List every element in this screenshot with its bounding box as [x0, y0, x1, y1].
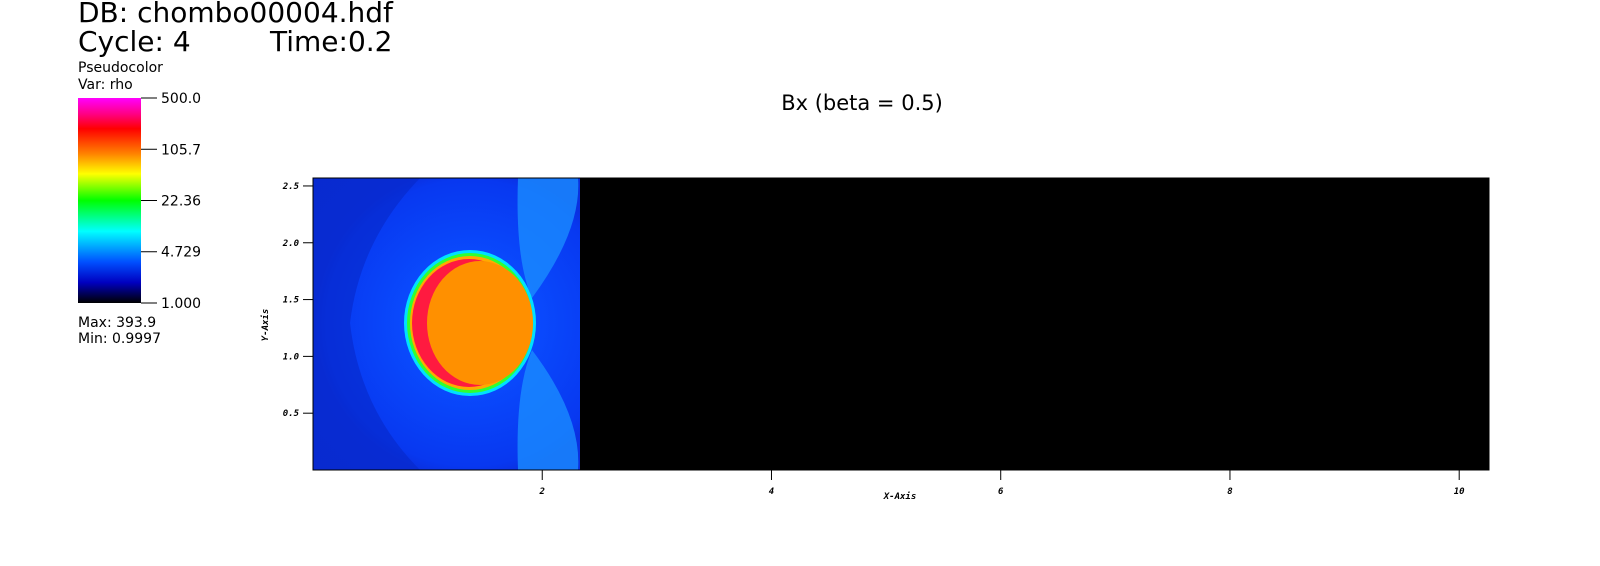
- plot-frame: [312, 177, 1490, 471]
- legend-tick-label: 1.000: [161, 296, 201, 312]
- legend-tick-label: 22.36: [161, 194, 201, 210]
- legend-tick-label: 4.729: [161, 245, 201, 261]
- plot-type: Pseudocolor: [78, 60, 163, 76]
- field-image: [313, 178, 1489, 470]
- cycle-label: Cycle: 4: [78, 25, 191, 58]
- x-tick-label: 4: [769, 487, 774, 497]
- x-axis-label: X-Axis: [883, 491, 917, 502]
- time-label: Time:0.2: [269, 25, 393, 58]
- y-tick-label: 1.0: [283, 352, 300, 362]
- max-label: Max: 393.9: [78, 315, 156, 331]
- x-tick-label: 8: [1227, 487, 1232, 497]
- x-tick-label: 6: [998, 487, 1004, 497]
- x-tick-label: 2: [539, 487, 545, 497]
- y-tick-label: 2.5: [282, 182, 300, 192]
- min-label: Min: 0.9997: [78, 331, 161, 347]
- y-tick-label: 0.5: [283, 409, 300, 419]
- y-tick-label: 2.0: [282, 239, 300, 249]
- chart-title: Bx (beta = 0.5): [781, 91, 943, 115]
- db-label: DB: chombo00004.hdf: [78, 0, 394, 29]
- legend-tick-label: 500.0: [161, 91, 201, 107]
- legend-tick-label: 105.7: [161, 142, 201, 158]
- y-tick-label: 1.5: [283, 296, 300, 306]
- y-axis-label: Y-Axis: [260, 309, 271, 342]
- var-label: Var: rho: [78, 77, 133, 93]
- x-tick-label: 10: [1454, 487, 1465, 497]
- color-bar: [78, 98, 141, 303]
